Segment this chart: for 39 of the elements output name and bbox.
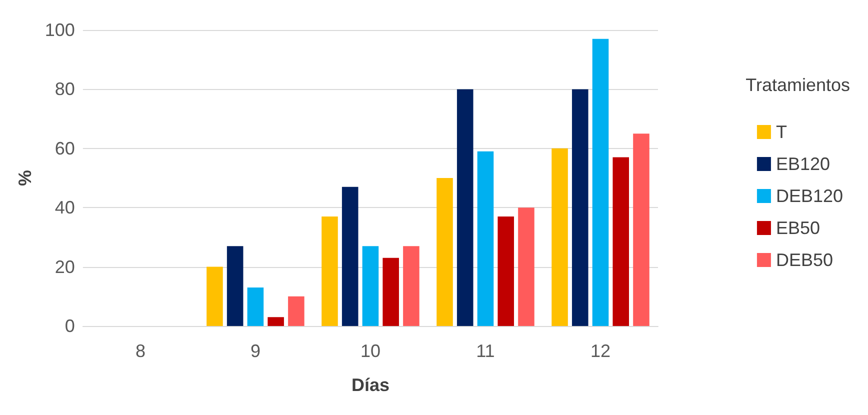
y-tick-label: 0 <box>64 316 75 336</box>
bar <box>633 134 650 326</box>
bar <box>572 89 588 326</box>
x-tick-label: 11 <box>476 341 495 361</box>
bar <box>477 151 494 326</box>
y-axis-title: % <box>15 170 35 186</box>
bar <box>612 157 630 326</box>
bar <box>403 246 420 326</box>
y-tick-label: 80 <box>54 79 75 100</box>
y-tick-label: 40 <box>54 198 75 218</box>
bar <box>382 258 399 326</box>
bar <box>362 246 379 326</box>
bar <box>226 246 244 326</box>
y-tick-label: 100 <box>44 20 75 40</box>
bar <box>288 296 304 326</box>
bar <box>592 38 609 326</box>
legend-label: T <box>776 122 787 142</box>
bar <box>322 216 338 326</box>
legend-label: DEB120 <box>776 186 844 206</box>
y-tick-label: 60 <box>54 138 75 158</box>
bar <box>552 148 568 326</box>
legend-label: DEB50 <box>776 250 834 270</box>
bar <box>518 208 534 326</box>
x-tick-label: 8 <box>135 341 146 361</box>
x-axis-title: Días <box>351 375 390 395</box>
bar <box>436 178 453 326</box>
legend-label: EB50 <box>776 218 820 238</box>
bar <box>342 186 358 326</box>
x-tick-label: 12 <box>590 341 611 361</box>
bar <box>456 89 474 326</box>
bar <box>206 266 223 326</box>
legend-label: EB120 <box>776 154 830 174</box>
bar <box>247 288 264 326</box>
legend-title: Tratamientos <box>746 75 850 95</box>
x-tick-label: 9 <box>250 341 260 361</box>
x-tick-label: 10 <box>360 341 380 361</box>
bar <box>268 317 284 326</box>
y-tick-label: 20 <box>54 256 75 277</box>
bar <box>498 216 514 326</box>
